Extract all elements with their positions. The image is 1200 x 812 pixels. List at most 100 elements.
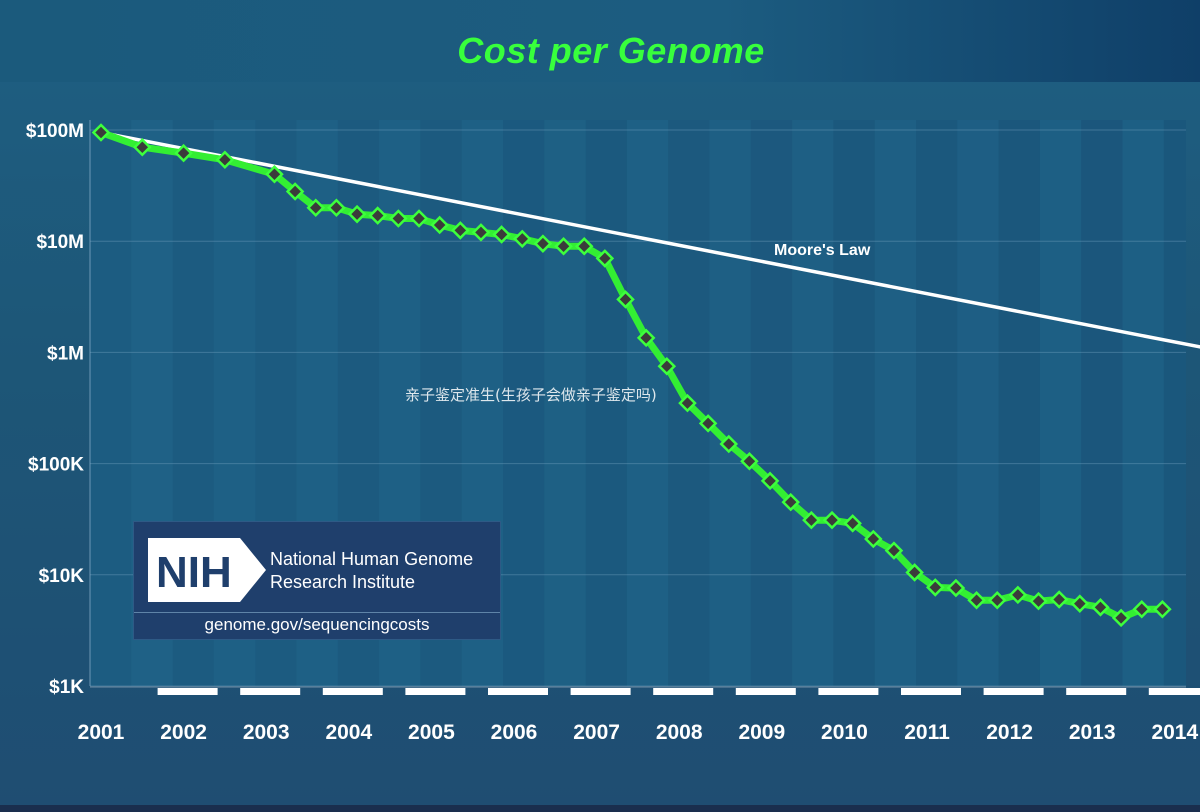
x-axis-year-bar [405, 688, 466, 695]
x-axis-year-bar [488, 688, 548, 695]
x-axis-year-bar [735, 688, 796, 695]
x-axis-year-bar [653, 688, 714, 695]
data-point-marker [864, 529, 883, 549]
data-point-marker [91, 123, 111, 142]
year-band [1081, 120, 1123, 686]
nih-institute-name: National Human Genome Research Institute [270, 548, 500, 594]
data-point-marker [1070, 594, 1090, 613]
data-point-marker [389, 209, 408, 228]
y-tick-label: $100M [26, 121, 84, 142]
data-point-marker [1029, 591, 1048, 611]
x-tick-label: 2014 [1151, 721, 1198, 744]
year-band [875, 120, 916, 686]
y-tick-label: $10K [39, 566, 85, 587]
x-tick-label: 2012 [986, 721, 1033, 744]
y-tick-labels: $100M $10M $1M $100K $10K $1K [26, 121, 84, 698]
nih-logo: NIH National Human Genome Research Insti… [133, 521, 501, 640]
data-point-marker [306, 198, 326, 217]
data-point-marker [327, 198, 346, 217]
data-point-marker [967, 591, 986, 610]
x-axis-year-bar [1148, 688, 1200, 695]
nih-url: genome.gov/sequencingcosts [204, 615, 430, 634]
data-point-marker [636, 328, 656, 348]
data-point-marker [616, 290, 635, 309]
moores-law-label: Moore's Law [774, 242, 871, 259]
data-point-marker [1049, 590, 1069, 609]
data-point-marker [409, 209, 429, 228]
x-tick-label: 2005 [408, 721, 455, 744]
data-point-marker [368, 206, 387, 225]
x-axis-year-bar [1066, 688, 1127, 695]
year-band [792, 120, 833, 686]
nih-divider [134, 612, 500, 613]
x-axis-year-bar [901, 688, 961, 695]
x-axis-year-bar [322, 688, 383, 695]
nih-badge-icon: NIH [148, 538, 266, 602]
y-tick-label: $1K [49, 677, 84, 698]
data-point-marker [215, 150, 235, 170]
chart-title: Cost per Genome [457, 30, 765, 71]
data-point-marker [987, 591, 1007, 610]
data-point-marker [905, 563, 924, 582]
data-point-marker [533, 234, 553, 253]
x-tick-label: 2011 [904, 721, 950, 744]
x-tick-label: 2010 [821, 721, 868, 744]
x-tick-label: 2001 [78, 721, 125, 744]
x-axis-year-bar [983, 688, 1044, 695]
data-point-marker [760, 471, 780, 491]
year-band [585, 120, 627, 686]
data-point-marker [822, 510, 842, 530]
y-tick-label: $100K [28, 455, 84, 476]
data-point-marker [492, 225, 511, 244]
header-band [0, 0, 1200, 82]
data-point-marker [554, 237, 573, 256]
x-tick-label: 2008 [656, 721, 703, 744]
y-tick-label: $10M [36, 232, 84, 253]
x-axis-year-bar [570, 688, 631, 695]
year-band [750, 120, 793, 686]
data-point-marker [451, 221, 470, 240]
x-tick-labels: 2001 2002 2003 2004 2005 2006 2007 2008 2009 2010… [78, 721, 1199, 744]
data-point-marker [1111, 608, 1131, 628]
data-point-marker [1153, 599, 1172, 619]
x-axis-year-bar [240, 688, 301, 695]
data-point-marker [740, 451, 759, 471]
y-tick-label: $1M [47, 343, 84, 364]
data-point-marker [265, 164, 284, 184]
data-point-marker [471, 223, 491, 242]
x-tick-label: 2006 [491, 721, 538, 744]
data-point-marker [843, 514, 862, 533]
year-band [1123, 120, 1164, 686]
data-point-marker [347, 204, 367, 224]
nih-badge-text: NIH [156, 548, 232, 597]
data-point-marker [925, 578, 945, 597]
bottom-strip [0, 805, 1200, 812]
moores-law-line [100, 130, 1200, 349]
overlay-text: 亲子鉴定准生(生孩子会做亲子鉴定吗) [405, 386, 657, 404]
data-point-marker [678, 393, 697, 413]
year-band [1163, 120, 1186, 686]
data-point-marker [698, 414, 718, 433]
data-point-marker [512, 229, 532, 249]
data-point-marker [133, 137, 152, 157]
x-axis-year-bar [157, 688, 218, 695]
data-point-marker [574, 237, 594, 256]
data-point-marker [884, 541, 904, 560]
series-markers [91, 123, 1172, 628]
data-point-marker [174, 143, 193, 163]
data-point-marker [1132, 599, 1152, 619]
data-point-marker [595, 249, 615, 268]
x-axis-year-bars [90, 686, 1200, 695]
year-band [90, 120, 132, 686]
data-point-marker [430, 215, 449, 235]
data-point-marker [1091, 598, 1110, 617]
data-point-marker [802, 510, 821, 530]
data-point-marker [781, 492, 800, 512]
data-point-marker [1008, 585, 1028, 605]
data-point-marker [285, 182, 305, 201]
x-axis-year-bar [818, 688, 879, 695]
year-band [710, 120, 751, 686]
x-tick-label: 2002 [160, 721, 207, 744]
x-tick-label: 2009 [738, 721, 785, 744]
